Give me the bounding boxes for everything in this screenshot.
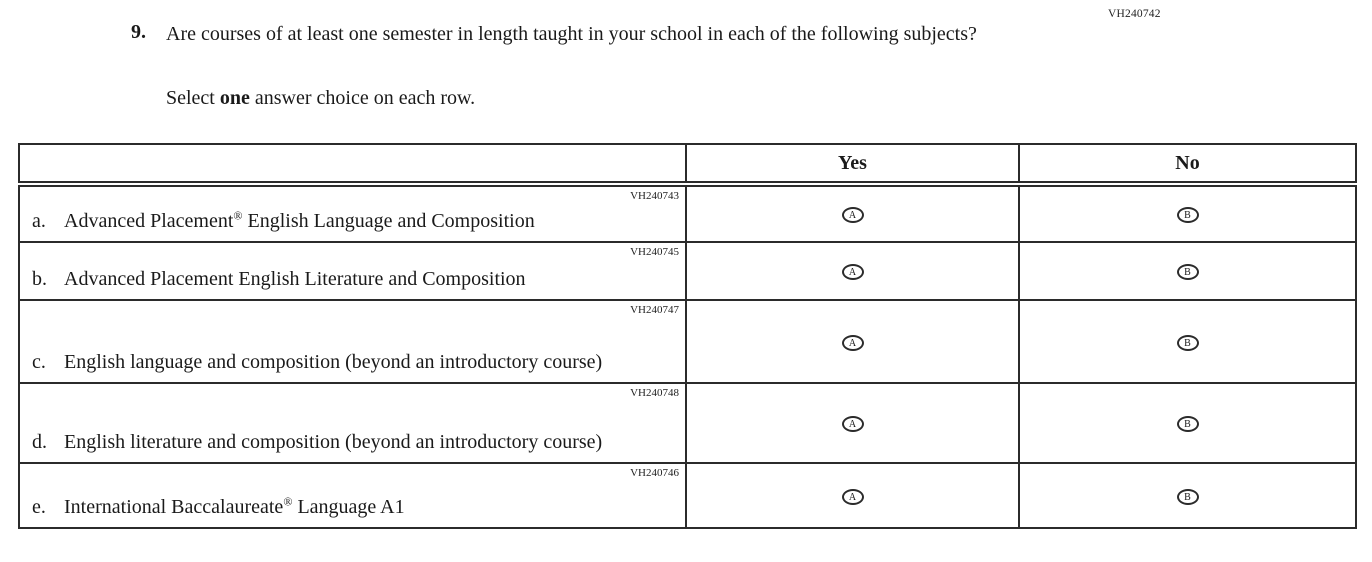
question-table: Yes No VH240743 a. Advanced Placement® E…	[18, 143, 1357, 529]
answer-bubble-no[interactable]: B	[1176, 416, 1199, 432]
choice-cell-no: B	[1018, 462, 1357, 529]
item-code: VH240745	[630, 246, 679, 258]
row-label: Advanced Placement English Literature an…	[64, 268, 526, 290]
answer-bubble-yes[interactable]: A	[841, 488, 864, 505]
instruction-post: answer choice on each row.	[249, 87, 476, 109]
item-code: VH240748	[630, 387, 679, 399]
instruction-pre: Select	[166, 87, 220, 109]
choice-cell-yes: A	[685, 299, 1020, 384]
table-row-a: VH240743 a. Advanced Placement® English …	[18, 183, 1357, 243]
table-row-b: VH240745 b. Advanced Placement English L…	[18, 241, 1357, 301]
choice-cell-no: B	[1018, 241, 1357, 301]
item-code: VH240747	[630, 304, 679, 316]
answer-bubble-yes[interactable]: A	[841, 207, 864, 223]
column-header-blank	[18, 143, 687, 187]
choice-cell-yes: A	[685, 382, 1020, 464]
column-header-no: No	[1018, 143, 1357, 187]
row-label: International Baccalaureate® Language A1	[64, 494, 405, 518]
row-letter: b.	[32, 268, 47, 290]
answer-bubble-yes[interactable]: A	[841, 264, 864, 280]
question-text: Are courses of at least one semester in …	[166, 23, 977, 45]
item-code: VH240743	[630, 190, 679, 202]
answer-bubble-yes[interactable]: A	[841, 334, 864, 351]
row-letter: e.	[32, 496, 46, 518]
answer-bubble-yes[interactable]: A	[841, 416, 864, 432]
row-label: English language and composition (beyond…	[64, 351, 603, 373]
question-doc-code: VH240742	[1108, 8, 1161, 20]
choice-cell-no: B	[1018, 299, 1357, 384]
choice-cell-no: B	[1018, 183, 1357, 243]
table-row-c: VH240747 c. English language and composi…	[18, 299, 1357, 384]
table-row-d: VH240748 d. English literature and compo…	[18, 382, 1357, 464]
answer-bubble-no[interactable]: B	[1176, 488, 1199, 505]
table-header-row: Yes No	[18, 143, 1357, 187]
row-label-cell: VH240743 a. Advanced Placement® English …	[18, 183, 687, 243]
row-label-cell: VH240745 b. Advanced Placement English L…	[18, 241, 687, 301]
row-label-cell: VH240747 c. English language and composi…	[18, 299, 687, 384]
instruction-bold: one	[219, 87, 250, 109]
answer-bubble-no[interactable]: B	[1176, 264, 1199, 280]
row-label: Advanced Placement® English Language and…	[64, 208, 535, 232]
choice-cell-yes: A	[685, 183, 1020, 243]
choice-cell-no: B	[1018, 382, 1357, 464]
item-code: VH240746	[630, 467, 679, 479]
table-row-e: VH240746 e. International Baccalaureate®…	[18, 462, 1357, 529]
question-instruction: Select one answer choice on each row.	[166, 87, 475, 110]
row-letter: d.	[32, 431, 47, 453]
row-label-cell: VH240748 d. English literature and compo…	[18, 382, 687, 464]
answer-bubble-no[interactable]: B	[1176, 334, 1199, 351]
question-number: 9.	[131, 21, 146, 43]
row-letter: a.	[32, 210, 46, 232]
row-label: English literature and composition (beyo…	[64, 431, 603, 453]
answer-bubble-no[interactable]: B	[1176, 207, 1199, 223]
choice-cell-yes: A	[685, 241, 1020, 301]
row-label-cell: VH240746 e. International Baccalaureate®…	[18, 462, 687, 529]
row-letter: c.	[32, 351, 46, 373]
choice-cell-yes: A	[685, 462, 1020, 529]
column-header-yes: Yes	[685, 143, 1020, 187]
